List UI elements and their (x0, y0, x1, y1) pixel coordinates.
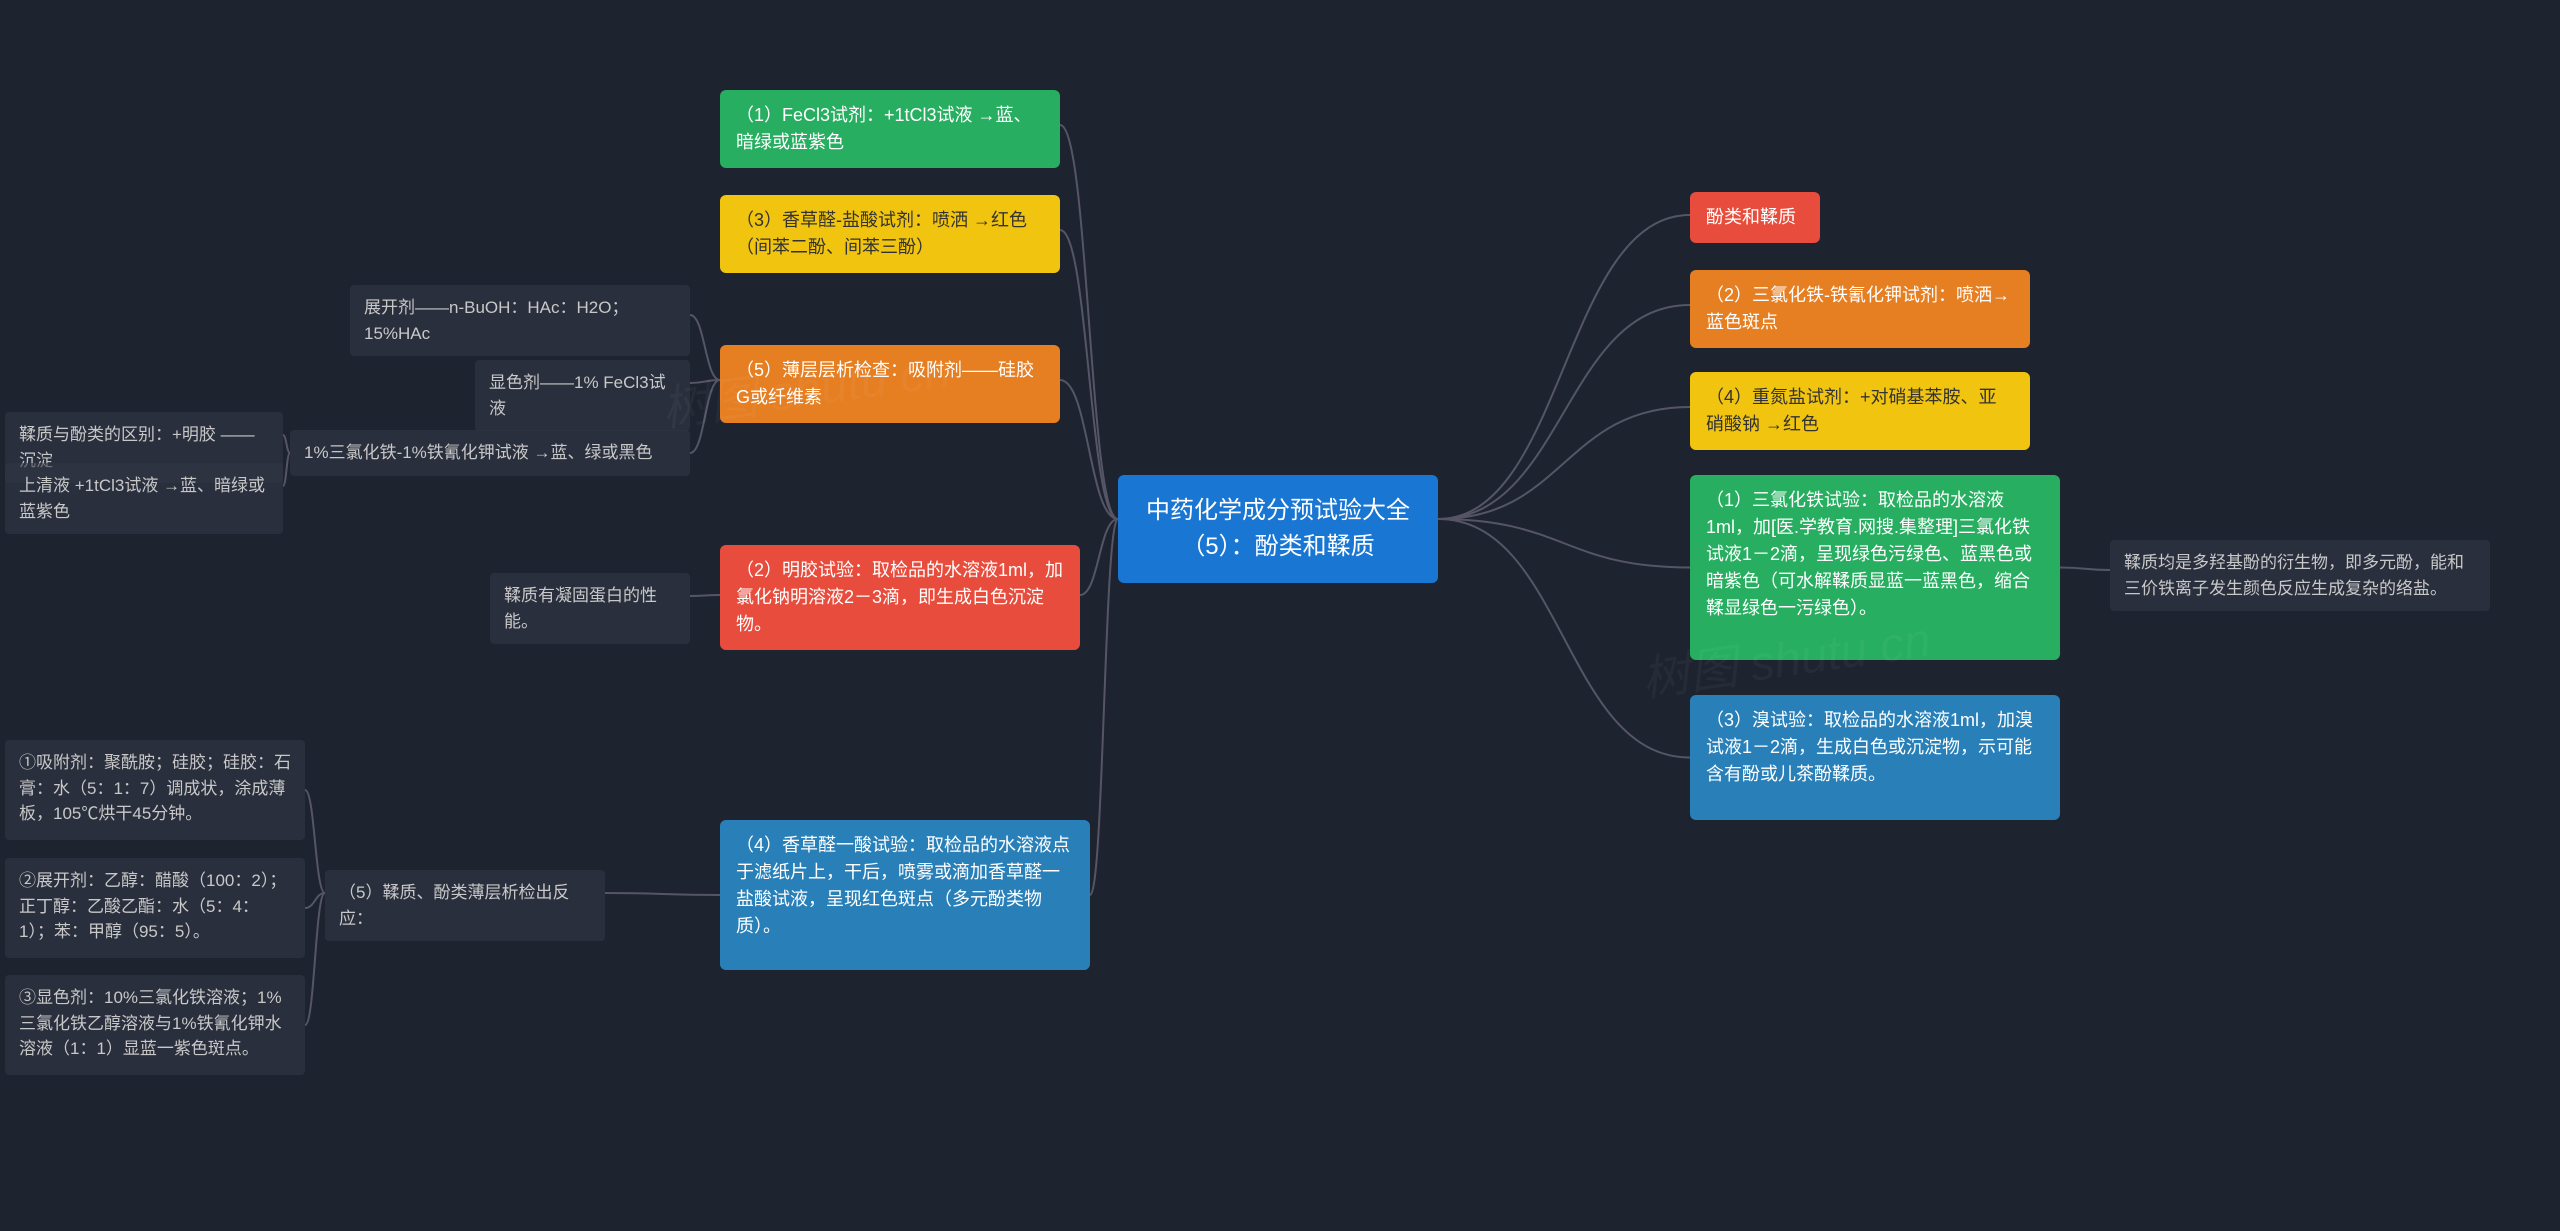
node-l5: （4）香草醛一酸试验：取检品的水溶液点于滤纸片上，干后，喷雾或滴加香草醛一盐酸试… (720, 820, 1090, 970)
node-r4a: 鞣质均是多羟基酚的衍生物，即多元酚，能和三价铁离子发生颜色反应生成复杂的络盐。 (2110, 540, 2490, 611)
node-l3c: 1%三氯化铁-1%铁氰化钾试液 →蓝、绿或黑色 (290, 430, 690, 476)
node-l2: （3）香草醛-盐酸试剂：喷洒 →红色（间苯二酚、间苯三酚） (720, 195, 1060, 273)
node-l5a1: ①吸附剂：聚酰胺；硅胶；硅胶：石膏：水（5：1：7）调成状，涂成薄板，105℃烘… (5, 740, 305, 840)
node-r1: 酚类和鞣质 (1690, 192, 1820, 243)
node-l3a: 展开剂——n-BuOH：HAc：H2O；15%HAc (350, 285, 690, 356)
node-l4: （2）明胶试验：取检品的水溶液1ml，加氯化钠明溶液2－3滴，即生成白色沉淀物。 (720, 545, 1080, 650)
node-l3c2: 上清液 +1tCl3试液 →蓝、暗绿或蓝紫色 (5, 463, 283, 534)
connector-layer (0, 0, 2560, 1231)
node-r3: （4）重氮盐试剂：+对硝基苯胺、亚硝酸钠 →红色 (1690, 372, 2030, 450)
node-l3b: 显色剂——1% FeCl3试液 (475, 360, 690, 431)
node-l3: （5）薄层层析检查：吸附剂——硅胶G或纤维素 (720, 345, 1060, 423)
node-r2: （2）三氯化铁-铁氰化钾试剂：喷洒→蓝色斑点 (1690, 270, 2030, 348)
node-r5: （3）溴试验：取检品的水溶液1ml，加溴试液1－2滴，生成白色或沉淀物，示可能含… (1690, 695, 2060, 820)
node-l1: （1）FeCl3试剂：+1tCl3试液 →蓝、暗绿或蓝紫色 (720, 90, 1060, 168)
node-l4a: 鞣质有凝固蛋白的性能。 (490, 573, 690, 644)
center-node: 中药化学成分预试验大全（5）：酚类和鞣质 (1118, 475, 1438, 583)
node-l5a3: ③显色剂：10%三氯化铁溶液；1%三氯化铁乙醇溶液与1%铁氰化钾水溶液（1：1）… (5, 975, 305, 1075)
node-l5a2: ②展开剂：乙醇：醋酸（100：2）；正丁醇：乙酸乙酯：水（5：4：1）；苯：甲醇… (5, 858, 305, 958)
node-r4: （1）三氯化铁试验：取检品的水溶液1ml，加[医.学教育.网搜.集整理]三氯化铁… (1690, 475, 2060, 660)
node-l5a: （5）鞣质、酚类薄层析检出反应： (325, 870, 605, 941)
